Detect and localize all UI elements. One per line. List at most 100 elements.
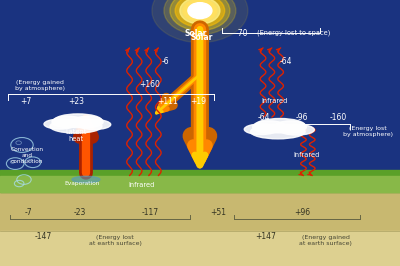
Text: +19: +19 bbox=[190, 97, 206, 106]
Text: Evaporation: Evaporation bbox=[64, 181, 100, 186]
Bar bbox=[0, 173, 400, 175]
Bar bbox=[0, 174, 400, 175]
Bar bbox=[0, 174, 400, 175]
Circle shape bbox=[188, 3, 212, 19]
Bar bbox=[0, 174, 400, 176]
Bar bbox=[0, 173, 400, 175]
Bar bbox=[0, 173, 400, 175]
Bar bbox=[0, 173, 400, 174]
Ellipse shape bbox=[54, 114, 102, 127]
Bar bbox=[0, 174, 400, 176]
Bar bbox=[0, 173, 400, 175]
Bar bbox=[0, 173, 400, 174]
Bar bbox=[0, 174, 400, 175]
Bar bbox=[0, 174, 400, 176]
Bar bbox=[0, 174, 400, 175]
Bar bbox=[0, 173, 400, 174]
Bar bbox=[0, 174, 400, 175]
Bar bbox=[0, 173, 400, 175]
Text: +111: +111 bbox=[157, 97, 178, 106]
Bar bbox=[0, 173, 400, 174]
Bar bbox=[0, 174, 400, 175]
Bar bbox=[0, 173, 400, 175]
Text: -23: -23 bbox=[74, 208, 86, 217]
Bar bbox=[0, 173, 400, 175]
Text: -96: -96 bbox=[296, 113, 308, 122]
Bar bbox=[0, 174, 400, 175]
Bar bbox=[0, 173, 400, 174]
Ellipse shape bbox=[250, 124, 305, 139]
Bar bbox=[0, 173, 400, 175]
Text: +23: +23 bbox=[68, 97, 84, 106]
Text: +7: +7 bbox=[20, 97, 32, 106]
Circle shape bbox=[185, 1, 215, 21]
Bar bbox=[0, 173, 400, 175]
Bar bbox=[0, 184, 400, 231]
Bar bbox=[0, 173, 400, 174]
Bar bbox=[0, 174, 400, 175]
Bar bbox=[0, 173, 400, 175]
Bar bbox=[0, 173, 400, 174]
Bar bbox=[0, 174, 400, 175]
Text: +147: +147 bbox=[256, 232, 276, 241]
Circle shape bbox=[152, 0, 248, 43]
Bar bbox=[0, 173, 400, 174]
Bar bbox=[0, 174, 400, 176]
Bar bbox=[0, 174, 400, 176]
Bar bbox=[0, 173, 400, 174]
Bar bbox=[0, 174, 400, 175]
Bar bbox=[0, 174, 400, 176]
Bar bbox=[0, 173, 400, 175]
Bar bbox=[0, 173, 400, 174]
Bar bbox=[0, 174, 400, 176]
Circle shape bbox=[175, 0, 225, 27]
Text: (Energy lost to space): (Energy lost to space) bbox=[257, 30, 330, 36]
Bar bbox=[0, 173, 400, 175]
Text: (Energy lost
at earth surface): (Energy lost at earth surface) bbox=[89, 235, 142, 246]
Bar bbox=[0, 174, 400, 176]
Bar bbox=[0, 173, 400, 174]
Text: -147: -147 bbox=[34, 232, 52, 241]
Bar bbox=[0, 174, 400, 175]
Bar bbox=[0, 174, 400, 175]
Text: -70: -70 bbox=[236, 29, 248, 38]
Bar bbox=[0, 173, 400, 174]
Bar bbox=[0, 174, 400, 175]
Circle shape bbox=[170, 0, 230, 31]
Text: Solar: Solar bbox=[191, 33, 213, 42]
Text: Latent
heat: Latent heat bbox=[65, 129, 87, 142]
Bar bbox=[0, 173, 400, 174]
Text: -6: -6 bbox=[162, 57, 170, 66]
Bar bbox=[0, 173, 400, 174]
Bar bbox=[0, 174, 400, 175]
Ellipse shape bbox=[72, 176, 100, 183]
Bar bbox=[0, 173, 400, 175]
Bar bbox=[0, 174, 400, 175]
Bar bbox=[0, 173, 400, 174]
Bar bbox=[0, 174, 400, 175]
Bar bbox=[0, 173, 400, 175]
Bar bbox=[0, 173, 400, 175]
Bar bbox=[0, 173, 400, 175]
Bar bbox=[0, 173, 400, 174]
Bar bbox=[0, 174, 400, 175]
Ellipse shape bbox=[244, 124, 278, 135]
Bar bbox=[0, 173, 400, 175]
Bar bbox=[0, 174, 400, 175]
Bar bbox=[0, 173, 400, 174]
Bar bbox=[0, 173, 400, 175]
Bar bbox=[0, 174, 400, 175]
Bar bbox=[0, 174, 400, 175]
Text: Infrared: Infrared bbox=[129, 182, 155, 188]
Text: -64: -64 bbox=[258, 113, 270, 122]
Bar bbox=[0, 173, 400, 175]
Bar bbox=[0, 173, 400, 174]
Bar bbox=[0, 173, 400, 175]
Bar bbox=[0, 173, 400, 175]
Circle shape bbox=[164, 0, 236, 35]
Bar bbox=[0, 173, 400, 175]
Bar bbox=[0, 174, 400, 175]
Bar bbox=[0, 173, 400, 174]
Bar bbox=[0, 173, 400, 175]
Bar bbox=[0, 173, 400, 174]
